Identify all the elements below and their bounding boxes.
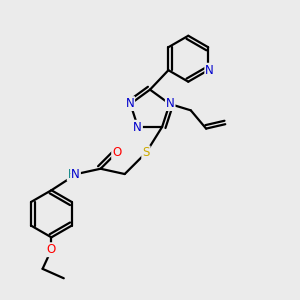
Text: N: N [71,167,80,181]
Text: O: O [112,146,122,159]
Text: S: S [142,146,150,159]
Text: H: H [68,167,76,181]
Text: N: N [205,64,214,77]
Text: O: O [47,243,56,256]
Text: N: N [125,97,134,110]
Text: N: N [133,121,142,134]
Text: N: N [166,97,175,110]
